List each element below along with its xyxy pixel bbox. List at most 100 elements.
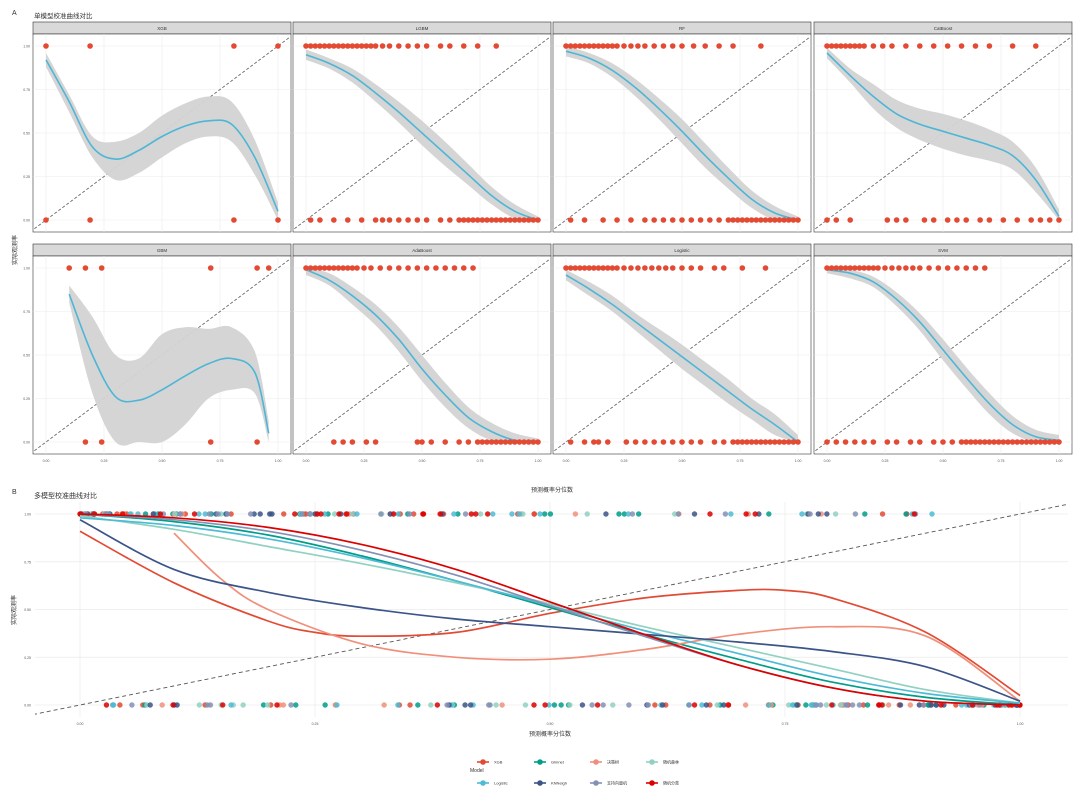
data-point [691, 702, 698, 708]
data-point [488, 217, 495, 223]
confidence-band [827, 47, 1059, 221]
data-point [645, 702, 651, 708]
data-point [396, 265, 402, 271]
data-point [716, 43, 722, 49]
data-point [372, 217, 379, 223]
data-point [354, 511, 360, 517]
data-point [177, 511, 184, 517]
data-point [331, 439, 337, 445]
data-point [958, 439, 965, 445]
x-tick-label: 0.75 [217, 459, 224, 463]
series-line [173, 532, 1021, 702]
data-point [686, 702, 692, 708]
data-point [642, 217, 648, 223]
data-point [312, 43, 319, 49]
data-point [958, 43, 965, 49]
data-point [215, 511, 221, 517]
facet-panel: XGB 0.00 0.25 0.50 0.75 1.00 [23, 21, 292, 233]
x-tick-label: 0.00 [43, 459, 50, 463]
data-point [307, 43, 314, 49]
data-point [662, 265, 669, 271]
data-point [949, 439, 956, 445]
data-point [591, 265, 597, 271]
data-point [977, 439, 983, 445]
data-point [716, 217, 722, 223]
data-point [423, 217, 430, 223]
data-point [379, 43, 386, 49]
data-point [354, 265, 360, 271]
panel-a-ylabel: 实际观测率 [11, 235, 19, 265]
data-point [331, 265, 337, 271]
x-tick-label: 1.00 [535, 459, 542, 463]
data-point [196, 702, 203, 708]
x-tick-label: 0.00 [824, 459, 831, 463]
data-point [595, 439, 602, 445]
facet-panel: AdaBoost 0.00 0.25 0.50 0.75 1.00 [292, 243, 552, 463]
data-point [688, 265, 695, 271]
data-point [725, 702, 732, 708]
data-point [358, 217, 365, 223]
data-point [744, 217, 750, 223]
data-point [879, 43, 886, 49]
data-point [609, 43, 616, 49]
legend: Model XGB Glmnet 决策树 随机森林 Logistic KNNeigh 支持向… [470, 759, 679, 786]
data-point [856, 43, 863, 49]
data-point [972, 43, 979, 49]
data-point [614, 217, 620, 223]
data-point [224, 511, 231, 517]
data-point [499, 702, 505, 708]
facet-panel: RF [552, 21, 812, 233]
data-point [669, 439, 676, 445]
data-point [381, 702, 387, 708]
y-tick-label: 0.00 [23, 219, 30, 223]
data-point [916, 702, 923, 708]
x-tick-label: 0.75 [477, 459, 484, 463]
data-point [591, 43, 597, 49]
data-point [292, 511, 298, 517]
data-point [849, 702, 856, 708]
data-point [897, 702, 904, 708]
data-point [372, 439, 379, 445]
y-tick-label: 0.25 [23, 175, 30, 179]
data-point [739, 217, 746, 223]
data-point [889, 43, 895, 49]
data-point [1028, 439, 1034, 445]
data-point [824, 43, 830, 49]
data-point [493, 217, 500, 223]
reference-line [294, 36, 550, 230]
data-point [889, 265, 895, 271]
data-point [896, 265, 902, 271]
data-point [358, 43, 365, 49]
data-point [766, 702, 772, 708]
data-point [595, 43, 602, 49]
data-point [98, 439, 105, 445]
data-point [794, 702, 800, 708]
data-point [581, 217, 588, 223]
legend-marker [593, 780, 599, 786]
legend-label: 随机森林 [663, 759, 679, 765]
data-point [395, 511, 401, 517]
data-point [547, 511, 554, 517]
legend-item: Glmnet [534, 759, 565, 765]
data-point [386, 217, 393, 223]
data-point [275, 43, 281, 49]
reference-line [554, 36, 810, 230]
data-point [748, 217, 755, 223]
data-point [231, 217, 237, 223]
data-point [522, 702, 529, 708]
data-point [610, 702, 616, 708]
data-point [558, 702, 564, 708]
data-point [82, 439, 89, 445]
facet-strip-label: LGBM [416, 26, 429, 31]
data-point [405, 43, 411, 49]
data-point [442, 265, 449, 271]
y-tick-label: 1.00 [24, 513, 31, 517]
data-point [963, 265, 969, 271]
data-point [462, 702, 468, 708]
data-point [762, 217, 769, 223]
data-point [344, 217, 351, 223]
data-point [586, 43, 592, 49]
data-point [465, 439, 472, 445]
data-point [766, 511, 772, 517]
